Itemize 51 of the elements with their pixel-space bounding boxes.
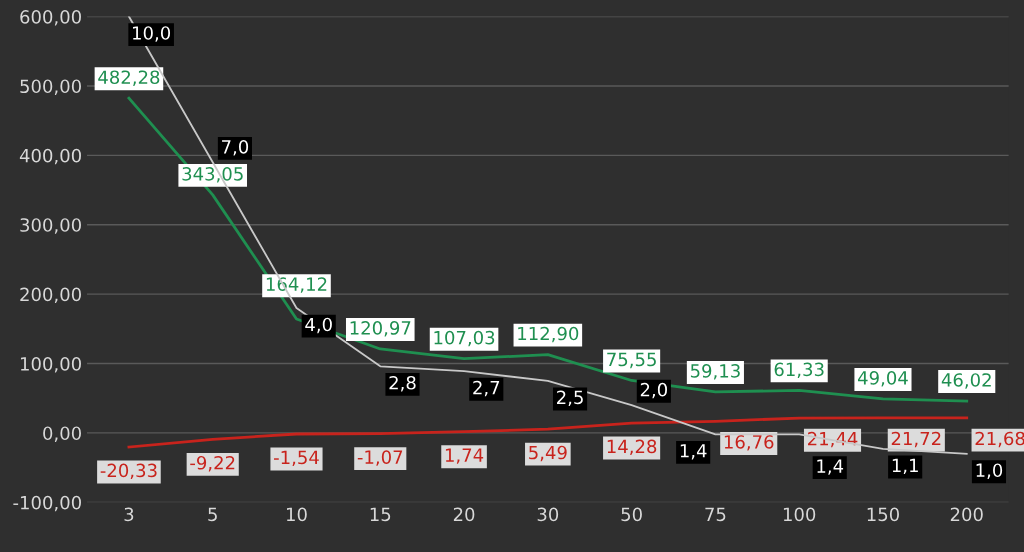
data-label: 1,74 <box>445 448 484 464</box>
y-tick-label: 100,00 <box>20 356 81 373</box>
data-label: -20,33 <box>100 463 157 480</box>
x-tick-label: 30 <box>537 507 559 522</box>
x-tick-label: 200 <box>950 507 983 522</box>
data-label: 343,05 <box>182 167 243 183</box>
data-label: 1,4 <box>680 444 707 460</box>
data-label: 2,8 <box>389 375 416 392</box>
data-label: 107,03 <box>434 330 495 347</box>
data-label: 112,90 <box>518 326 579 343</box>
data-label: 16,76 <box>724 435 774 451</box>
data-label: 21,72 <box>891 431 941 448</box>
data-label: 59,13 <box>690 364 740 380</box>
x-tick-label: 75 <box>705 507 726 522</box>
data-label: 4,0 <box>305 317 332 334</box>
data-label: 61,33 <box>774 362 824 378</box>
data-label: -9,22 <box>190 455 235 472</box>
x-tick-label: 15 <box>370 507 391 522</box>
y-tick-label: 300,00 <box>20 218 81 234</box>
data-label: 49,04 <box>858 371 908 387</box>
data-label: 1,4 <box>817 459 844 475</box>
data-label: 1,0 <box>976 463 1003 479</box>
y-tick-label: 400,00 <box>19 148 81 165</box>
data-label: 120,97 <box>350 321 411 337</box>
data-label: 5,49 <box>529 445 567 462</box>
y-tick-label: 200,00 <box>20 287 81 304</box>
y-tick-label: -100,00 <box>13 495 81 512</box>
data-label: 14,28 <box>607 439 657 456</box>
data-label: 75,55 <box>607 352 656 369</box>
data-label: 7,0 <box>222 139 249 156</box>
y-tick-label: 0,00 <box>43 426 81 442</box>
data-label: 164,12 <box>266 277 327 293</box>
data-label: 21,68 <box>975 431 1024 448</box>
data-label: 2,0 <box>640 382 667 399</box>
x-tick-label: 20 <box>453 507 475 522</box>
y-tick-label: 500,00 <box>20 79 81 95</box>
x-tick-label: 50 <box>621 507 642 522</box>
data-label: -1,54 <box>274 450 319 467</box>
x-tick-label: 10 <box>286 507 307 522</box>
x-tick-label: 150 <box>867 507 899 522</box>
y-tick-label: 600,00 <box>20 10 81 26</box>
data-label: 2,5 <box>557 390 583 407</box>
data-label: 10,0 <box>133 26 171 42</box>
x-tick-label: 5 <box>208 507 217 522</box>
data-label: -1,07 <box>357 450 403 466</box>
data-label: 46,02 <box>941 373 991 389</box>
x-tick-label: 3 <box>124 507 134 522</box>
data-label: 1,1 <box>892 458 918 475</box>
data-label: 2,7 <box>473 380 500 397</box>
x-tick-label: 100 <box>783 507 816 522</box>
data-label: 482,28 <box>98 70 160 86</box>
